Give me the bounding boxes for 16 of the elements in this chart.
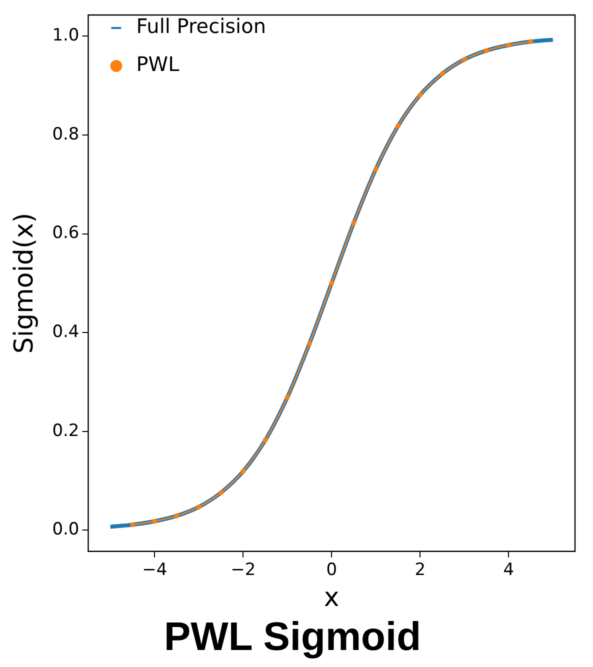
y-tick-label: 0.6	[52, 223, 80, 244]
x-tick-label: 4	[503, 560, 514, 580]
x-axis-title: x	[324, 583, 340, 614]
legend-label: Full Precision	[136, 14, 266, 38]
x-tick-label: 0	[326, 560, 338, 580]
y-tick-label: 0.8	[52, 124, 80, 144]
x-tick-label: −4	[142, 560, 168, 580]
y-tick-label: 1.0	[52, 26, 80, 46]
legend-label: PWL	[136, 52, 180, 76]
y-tick-label: 0.0	[52, 520, 80, 540]
y-tick-label: 0.4	[52, 322, 80, 342]
y-tick-label: 0.2	[52, 420, 80, 441]
text: PWL Sigmoid	[164, 615, 422, 660]
x-tick-label: 2	[414, 560, 426, 580]
y-axis-title: Sigmoid(x)	[9, 212, 40, 354]
x-tick-label: −2	[230, 560, 256, 580]
